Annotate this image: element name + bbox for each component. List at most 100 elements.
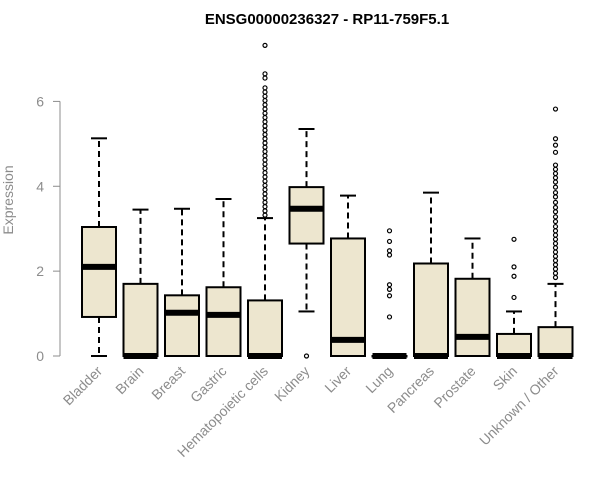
box-body [330, 237, 366, 357]
y-axis: 0 2 4 6 [36, 93, 61, 364]
box-4 [247, 42, 283, 359]
outlier-point [386, 282, 393, 288]
box-body [454, 277, 491, 358]
x-tick-label: Liver [321, 363, 354, 396]
outlier-point [262, 199, 268, 205]
outlier-point [262, 93, 268, 99]
box-body [205, 286, 242, 357]
outlier-point [552, 262, 559, 268]
outlier-point [262, 170, 268, 176]
outlier-point [262, 85, 268, 91]
outlier-point [552, 232, 559, 238]
outlier-point [552, 218, 559, 225]
x-tick-label: Prostate [430, 363, 478, 411]
outlier-point [262, 123, 268, 129]
x-tick-label: Skin [490, 363, 521, 394]
box-0 [81, 137, 117, 357]
outlier-point [262, 195, 268, 201]
outlier-point [552, 228, 559, 234]
outlier-point [552, 223, 559, 230]
box-5 [288, 127, 325, 359]
outlier-point [262, 97, 268, 104]
outlier-point [552, 136, 559, 142]
box-11 [537, 106, 574, 359]
outlier-point [262, 89, 268, 95]
outlier-point [262, 42, 268, 48]
outlier-point [552, 257, 559, 264]
y-tick-label: 6 [36, 93, 44, 109]
outlier-point [511, 294, 517, 301]
outlier-point [262, 110, 268, 116]
outlier-point [511, 236, 517, 242]
outlier-point [552, 175, 559, 181]
box-body [288, 186, 325, 245]
outlier-point [552, 274, 559, 281]
outlier-point [552, 245, 559, 251]
outlier-point [552, 194, 559, 200]
box-2 [164, 207, 200, 358]
outlier-point [386, 228, 393, 234]
outlier-point [552, 184, 559, 190]
y-axis-label: Expression [0, 165, 16, 234]
outlier-point [552, 166, 559, 172]
outlier-point [262, 136, 268, 142]
outlier-point [262, 144, 268, 150]
box-body [81, 226, 117, 318]
outlier-point [386, 238, 393, 245]
outlier-point [262, 71, 268, 77]
outlier-point [262, 119, 268, 125]
x-tick-label: Unknown / Other [476, 363, 562, 449]
outlier-point [262, 191, 268, 197]
box-9 [454, 237, 491, 358]
outlier-point [262, 174, 268, 180]
outlier-point [262, 102, 268, 108]
outlier-point [262, 208, 268, 214]
outlier-point [386, 286, 393, 292]
box-8 [413, 191, 449, 359]
x-tick-label: Lung [362, 363, 395, 396]
outlier-point [262, 187, 268, 193]
outlier-point [552, 142, 559, 148]
box-body [496, 332, 532, 358]
y-tick-label: 0 [36, 348, 44, 364]
x-tick-label: Brain [112, 363, 146, 397]
outlier-point [552, 270, 559, 276]
box-3 [205, 198, 242, 357]
outlier-point [262, 157, 268, 163]
outlier-point [386, 293, 393, 299]
box-7 [371, 228, 408, 359]
outlier-point [262, 153, 268, 159]
outlier-point [511, 264, 517, 270]
outlier-point [552, 266, 559, 272]
outlier-point [262, 75, 268, 81]
outlier-point [552, 162, 559, 168]
box-body [247, 299, 283, 357]
outlier-point [552, 240, 559, 247]
box-body [122, 282, 159, 357]
box-1 [122, 208, 159, 359]
outlier-point [262, 127, 268, 133]
outlier-point [386, 248, 393, 254]
outlier-point [262, 165, 268, 172]
outlier-point [552, 209, 559, 215]
outlier-point [262, 212, 268, 218]
y-tick-label: 2 [36, 263, 44, 279]
outlier-point [262, 114, 268, 121]
x-tick-label: Bladder [60, 363, 106, 409]
outlier-point [552, 190, 559, 196]
box-6 [330, 194, 366, 357]
outlier-point [552, 253, 559, 259]
outlier-point [303, 353, 310, 359]
outlier-point [552, 204, 559, 211]
outlier-point [262, 182, 268, 189]
outlier-point [552, 106, 559, 112]
box-10 [496, 236, 532, 359]
outlier-point [511, 273, 517, 279]
outlier-point [262, 131, 268, 138]
boxes-group [81, 42, 574, 359]
outlier-point [262, 161, 268, 167]
outlier-point [262, 106, 268, 112]
outlier-point [552, 236, 559, 242]
outlier-point [386, 314, 393, 320]
